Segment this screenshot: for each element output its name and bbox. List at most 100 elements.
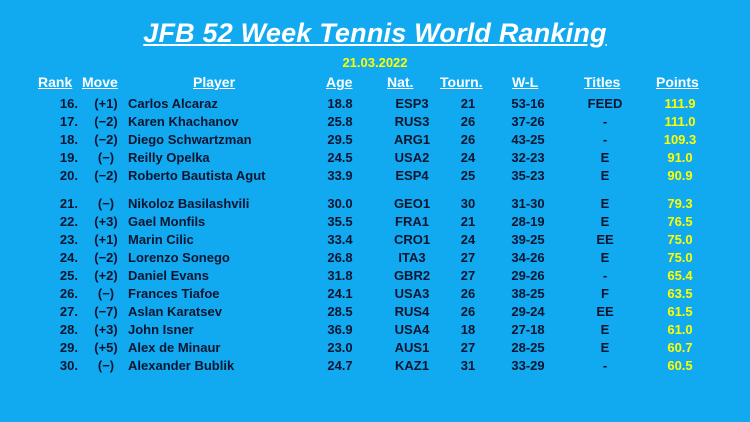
cell-points: 76.5 xyxy=(650,214,710,229)
cell-titles: F xyxy=(575,286,635,301)
cell-rank: 25. xyxy=(38,268,78,283)
cell-player: Marin Cilic xyxy=(128,232,194,247)
cell-points: 60.5 xyxy=(650,358,710,373)
cell-rank: 24. xyxy=(38,250,78,265)
header-nat: Nat. xyxy=(387,74,413,90)
cell-rank: 16. xyxy=(38,96,78,111)
cell-wl: 32-23 xyxy=(503,150,553,165)
cell-nat: ITA3 xyxy=(382,250,442,265)
cell-age: 33.4 xyxy=(320,232,360,247)
cell-points: 61.0 xyxy=(650,322,710,337)
cell-tourn: 18 xyxy=(448,322,488,337)
cell-age: 29.5 xyxy=(320,132,360,147)
cell-nat: ESP3 xyxy=(382,96,442,111)
cell-wl: 34-26 xyxy=(503,250,553,265)
cell-points: 109.3 xyxy=(650,132,710,147)
cell-rank: 27. xyxy=(38,304,78,319)
cell-wl: 35-23 xyxy=(503,168,553,183)
cell-points: 75.0 xyxy=(650,232,710,247)
cell-age: 24.1 xyxy=(320,286,360,301)
table-row: 16. (+1) Carlos Alcaraz 18.8 ESP3 21 53-… xyxy=(0,96,750,114)
table-header: Rank Move Player Age Nat. Tourn. W-L Tit… xyxy=(0,74,750,92)
cell-player: Lorenzo Sonego xyxy=(128,250,230,265)
cell-wl: 31-30 xyxy=(503,196,553,211)
cell-rank: 23. xyxy=(38,232,78,247)
cell-move: (−2) xyxy=(86,250,126,265)
cell-nat: USA4 xyxy=(382,322,442,337)
table-row: 25. (+2) Daniel Evans 31.8 GBR2 27 29-26… xyxy=(0,268,750,286)
cell-tourn: 24 xyxy=(448,150,488,165)
cell-move: (+1) xyxy=(86,232,126,247)
cell-move: (+5) xyxy=(86,340,126,355)
cell-player: Gael Monfils xyxy=(128,214,205,229)
cell-points: 79.3 xyxy=(650,196,710,211)
cell-wl: 38-25 xyxy=(503,286,553,301)
cell-titles: E xyxy=(575,214,635,229)
cell-nat: KAZ1 xyxy=(382,358,442,373)
cell-points: 90.9 xyxy=(650,168,710,183)
cell-tourn: 26 xyxy=(448,304,488,319)
cell-titles: E xyxy=(575,196,635,211)
header-age: Age xyxy=(326,74,352,90)
cell-move: (−2) xyxy=(86,168,126,183)
cell-points: 111.9 xyxy=(650,96,710,111)
table-row: 26. (−) Frances Tiafoe 24.1 USA3 26 38-2… xyxy=(0,286,750,304)
cell-titles: FEED xyxy=(575,96,635,111)
header-titles: Titles xyxy=(584,74,620,90)
table-row: 22. (+3) Gael Monfils 35.5 FRA1 21 28-19… xyxy=(0,214,750,232)
cell-nat: CRO1 xyxy=(382,232,442,247)
cell-nat: RUS4 xyxy=(382,304,442,319)
cell-age: 26.8 xyxy=(320,250,360,265)
cell-player: Daniel Evans xyxy=(128,268,209,283)
header-player: Player xyxy=(193,74,235,90)
cell-wl: 28-25 xyxy=(503,340,553,355)
table-row: 23. (+1) Marin Cilic 33.4 CRO1 24 39-25 … xyxy=(0,232,750,250)
table-row: 20. (−2) Roberto Bautista Agut 33.9 ESP4… xyxy=(0,168,750,186)
cell-tourn: 21 xyxy=(448,214,488,229)
cell-tourn: 27 xyxy=(448,268,488,283)
cell-age: 23.0 xyxy=(320,340,360,355)
cell-move: (−) xyxy=(86,196,126,211)
cell-rank: 28. xyxy=(38,322,78,337)
cell-wl: 39-25 xyxy=(503,232,553,247)
ranking-date: 21.03.2022 xyxy=(0,55,750,70)
table-row: 18. (−2) Diego Schwartzman 29.5 ARG1 26 … xyxy=(0,132,750,150)
cell-move: (−7) xyxy=(86,304,126,319)
cell-nat: FRA1 xyxy=(382,214,442,229)
cell-age: 24.5 xyxy=(320,150,360,165)
cell-tourn: 26 xyxy=(448,286,488,301)
cell-nat: ARG1 xyxy=(382,132,442,147)
cell-points: 75.0 xyxy=(650,250,710,265)
cell-age: 35.5 xyxy=(320,214,360,229)
cell-move: (−) xyxy=(86,150,126,165)
cell-tourn: 26 xyxy=(448,114,488,129)
cell-rank: 22. xyxy=(38,214,78,229)
cell-nat: RUS3 xyxy=(382,114,442,129)
cell-tourn: 21 xyxy=(448,96,488,111)
cell-wl: 43-25 xyxy=(503,132,553,147)
cell-player: Carlos Alcaraz xyxy=(128,96,218,111)
cell-player: Frances Tiafoe xyxy=(128,286,220,301)
cell-player: Karen Khachanov xyxy=(128,114,239,129)
cell-wl: 37-26 xyxy=(503,114,553,129)
cell-move: (−2) xyxy=(86,114,126,129)
cell-player: Alexander Bublik xyxy=(128,358,234,373)
cell-titles: EE xyxy=(575,232,635,247)
cell-wl: 33-29 xyxy=(503,358,553,373)
cell-titles: E xyxy=(575,150,635,165)
table-row: 28. (+3) John Isner 36.9 USA4 18 27-18 E… xyxy=(0,322,750,340)
cell-player: Diego Schwartzman xyxy=(128,132,252,147)
cell-wl: 53-16 xyxy=(503,96,553,111)
cell-points: 60.7 xyxy=(650,340,710,355)
cell-player: Nikoloz Basilashvili xyxy=(128,196,249,211)
cell-wl: 27-18 xyxy=(503,322,553,337)
cell-move: (−2) xyxy=(86,132,126,147)
cell-rank: 18. xyxy=(38,132,78,147)
cell-rank: 21. xyxy=(38,196,78,211)
cell-points: 65.4 xyxy=(650,268,710,283)
cell-points: 111.0 xyxy=(650,114,710,129)
table-row: 29. (+5) Alex de Minaur 23.0 AUS1 27 28-… xyxy=(0,340,750,358)
cell-player: Reilly Opelka xyxy=(128,150,210,165)
cell-move: (+3) xyxy=(86,214,126,229)
cell-titles: E xyxy=(575,322,635,337)
